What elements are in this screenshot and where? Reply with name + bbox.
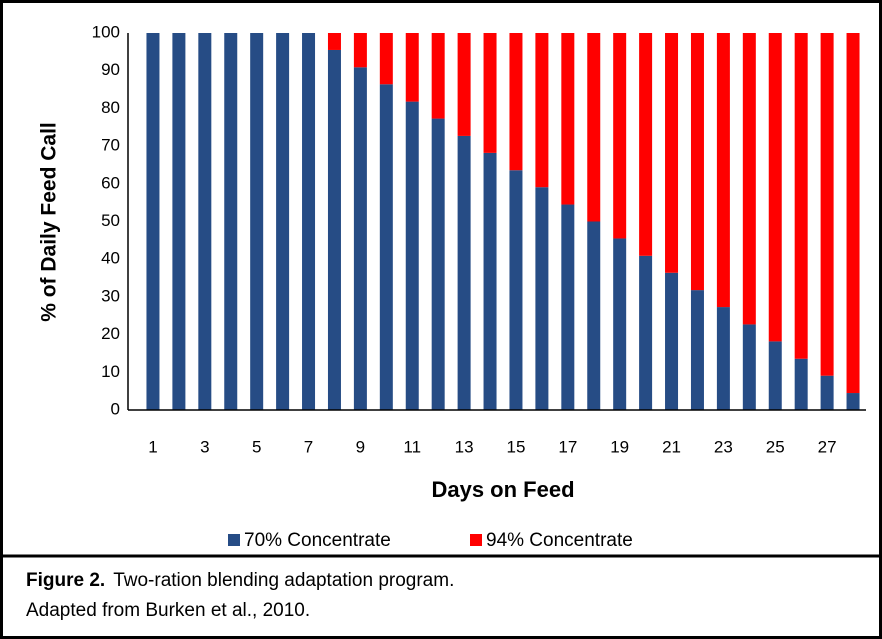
x-tick-label: 11	[403, 437, 421, 456]
bar-segment	[276, 33, 290, 410]
x-tick-label: 15	[507, 437, 526, 456]
caption-line: Figure 2. Two-ration blending adaptation …	[26, 570, 454, 591]
bar-segment	[250, 33, 264, 410]
bar-segment	[302, 33, 316, 410]
bar-segment	[146, 33, 160, 410]
bar-segment	[405, 101, 419, 410]
bar-segment	[379, 33, 393, 85]
bar-segment	[353, 33, 367, 68]
caption-text: Two-ration blending adaptation program.	[113, 570, 454, 591]
bar-segment	[483, 152, 497, 411]
legend-swatch	[470, 534, 482, 546]
bar-segment	[172, 33, 186, 410]
x-tick-label: 9	[356, 437, 365, 456]
caption-label: Figure 2.	[26, 570, 105, 591]
bar-segment	[561, 33, 575, 205]
x-tick-label: 7	[304, 437, 313, 456]
x-tick-label: 3	[200, 437, 209, 456]
bar-segment	[509, 170, 523, 410]
y-tick-label: 50	[101, 211, 120, 230]
y-tick-label: 100	[92, 22, 120, 41]
bar-segment	[665, 33, 679, 273]
bar-segment	[405, 33, 419, 102]
y-tick-label: 10	[101, 362, 120, 381]
bar-segment	[768, 341, 782, 410]
bar-segment	[587, 33, 601, 222]
y-tick-label: 0	[111, 399, 120, 418]
x-tick-label: 27	[818, 437, 837, 456]
y-tick-label: 40	[101, 249, 120, 268]
x-tick-label: 1	[148, 437, 157, 456]
bar-segment	[820, 375, 834, 410]
bar-segment	[224, 33, 238, 410]
y-tick-label: 70	[101, 136, 120, 155]
bar-segment	[820, 33, 834, 376]
x-tick-label: 19	[610, 437, 629, 456]
bar-segment	[561, 204, 575, 410]
bar-segment	[742, 33, 756, 325]
bar-segment	[613, 33, 627, 239]
x-tick-label: 13	[455, 437, 474, 456]
bar-segment	[327, 33, 341, 50]
bar-segment	[846, 393, 860, 410]
x-tick-label: 21	[662, 437, 681, 456]
bar-segment	[587, 221, 601, 410]
y-tick-label: 80	[101, 98, 120, 117]
x-tick-label: 23	[714, 437, 733, 456]
bar-segment	[794, 358, 808, 410]
y-axis-title: % of Daily Feed Call	[38, 122, 61, 322]
legend-label: 94% Concentrate	[486, 530, 633, 551]
bar-segment	[535, 33, 549, 188]
bar-segment	[535, 187, 549, 410]
caption-source: Adapted from Burken et al., 2010.	[26, 600, 310, 621]
x-tick-label: 25	[766, 437, 785, 456]
bar-segment	[483, 33, 497, 153]
legend-label: 70% Concentrate	[244, 530, 391, 551]
bar-segment	[457, 33, 471, 136]
bar-segment	[690, 290, 704, 410]
y-tick-label: 90	[101, 60, 120, 79]
bar-segment	[431, 33, 445, 119]
bar-segment	[639, 33, 653, 256]
bar-segment	[690, 33, 704, 291]
bar-segment	[613, 238, 627, 410]
x-tick-label: 5	[252, 437, 261, 456]
legend-swatch	[228, 534, 240, 546]
bar-segment	[742, 324, 756, 410]
y-tick-label: 30	[101, 286, 120, 305]
bar-segment	[509, 33, 523, 171]
bar-segment	[379, 84, 393, 410]
y-tick-label: 60	[101, 173, 120, 192]
bar-segment	[198, 33, 212, 410]
bar-segment	[846, 33, 860, 394]
y-tick-label: 20	[101, 324, 120, 343]
bar-segment	[716, 307, 730, 410]
bar-segment	[768, 33, 782, 342]
bar-segment	[457, 135, 471, 410]
bar-segment	[639, 255, 653, 410]
x-tick-label: 17	[558, 437, 577, 456]
bar-segment	[431, 118, 445, 410]
bar-segment	[327, 49, 341, 411]
x-axis-title: Days on Feed	[431, 477, 574, 502]
bar-segment	[794, 33, 808, 359]
bar-segment	[665, 272, 679, 410]
bar-segment	[716, 33, 730, 308]
bar-segment	[353, 67, 367, 410]
